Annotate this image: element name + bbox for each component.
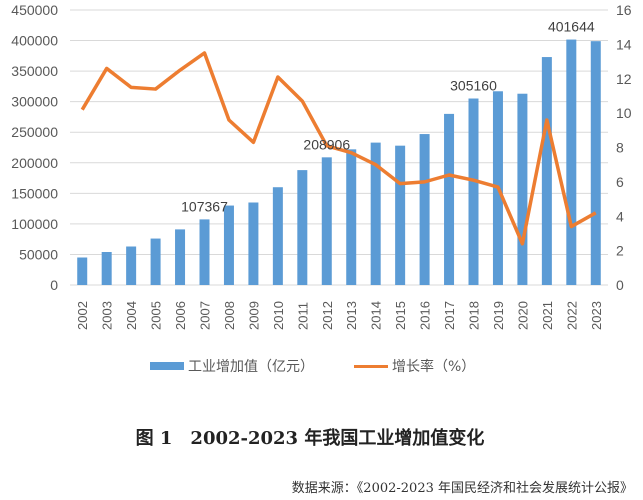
x-tick-label: 2020 [515,301,530,330]
bar-2022 [566,39,577,285]
bar-2013 [346,149,357,285]
y-left-tick-label: 0 [50,277,58,293]
x-tick-label: 2023 [589,301,604,330]
legend-label-line: 增长率（%） [392,359,476,375]
y-left-tick-label: 300000 [11,94,58,110]
y-left-tick-label: 150000 [11,185,58,201]
x-tick-label: 2019 [491,301,506,330]
x-tick-label: 2003 [100,301,115,330]
data-label: 305160 [450,78,497,94]
growth-rate-line [80,51,597,246]
bar-2009 [248,202,259,285]
bar-2014 [370,142,381,285]
bar-2021 [541,57,552,285]
y-left-tick-label: 400000 [11,33,58,49]
data-label: 208906 [303,136,350,152]
bar-2002 [77,257,88,285]
legend-item-bar: 工业增加值（亿元） [150,356,314,376]
legend-swatch-line [354,364,388,368]
x-tick-label: 2018 [467,301,482,330]
x-tick-label: 2017 [442,301,457,330]
y-left-tick-label: 350000 [11,63,58,79]
y-left-tick-label: 100000 [11,216,58,232]
bar-2020 [517,93,528,285]
y-right-tick-label: 2 [616,243,624,259]
data-label: 107367 [181,198,228,214]
y-right-tick-label: 0 [616,277,624,293]
y-right-tick-label: 6 [616,174,624,190]
bar-2015 [395,145,406,285]
y-right-tick-label: 10 [616,105,632,121]
bar-2005 [150,238,161,285]
y-right-tick-label: 4 [616,208,624,224]
x-tick-label: 2016 [418,301,433,330]
bar-2016 [419,134,430,285]
x-tick-label: 2022 [564,301,579,330]
bar-2004 [126,246,137,285]
x-tick-label: 2008 [222,301,237,330]
x-tick-label: 2012 [320,301,335,330]
bar-2008 [223,205,234,285]
x-tick-label: 2010 [271,301,286,330]
y-left-tick-label: 200000 [11,155,58,171]
x-tick-label: 2007 [198,301,213,330]
x-tick-label: 2013 [344,301,359,330]
x-tick-label: 2006 [173,301,188,330]
x-tick-label: 2021 [540,301,555,330]
source-note: 数据来源：《2002-2023 年国民经济和社会发展统计公报》 [291,481,633,496]
legend-label-bar: 工业增加值（亿元） [188,359,314,375]
x-tick-label: 2002 [75,301,90,330]
bar-2006 [175,229,186,285]
bar-2003 [101,252,112,285]
chart-svg: 0 50000 100000 150000 200000 250000 300000 3500… [11,2,632,330]
bar-2007 [199,219,210,285]
x-tick-label: 2011 [295,302,310,330]
x-tick-label: 2015 [393,301,408,330]
legend-item-line: 增长率（%） [354,356,475,376]
y-left-tick-label: 250000 [11,124,58,140]
bar-2023 [590,41,601,285]
legend-swatch-bar [150,362,184,370]
bar-2011 [297,170,308,285]
y-left-tick-label: 50000 [19,246,58,262]
y-right-tick-label: 12 [616,71,632,87]
y-right-tick-label: 8 [616,140,624,156]
legend: 工业增加值（亿元） 增长率（%） [150,356,475,376]
data-label: 401644 [548,19,595,35]
figure-title: 图 1 2002-2023 年我国工业增加值变化 [135,428,485,449]
y-left-tick-label: 450000 [11,2,58,18]
y-right-tick-label: 14 [616,36,632,52]
x-tick-label: 2005 [149,301,164,330]
bar-2010 [272,187,283,285]
bar-2018 [468,98,479,285]
bar-2012 [321,157,332,285]
x-tick-label: 2004 [124,301,139,330]
x-tick-label: 2014 [369,301,384,330]
x-tick-label: 2009 [246,301,261,330]
bar-2017 [444,113,455,285]
y-right-tick-label: 16 [616,2,632,18]
